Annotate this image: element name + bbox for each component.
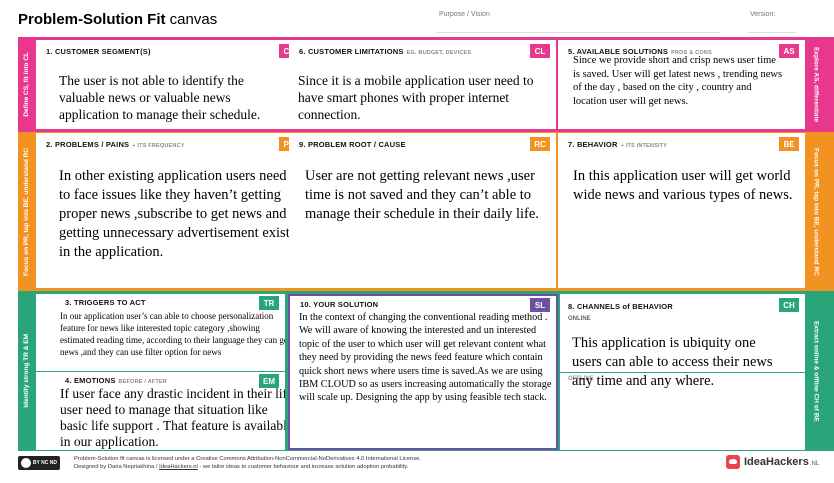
tag-as: AS <box>779 44 799 58</box>
tag-be: BE <box>779 137 799 151</box>
license-line-2: Designed by Daria Nepriakhina / IdeaHack… <box>74 463 409 470</box>
cc-badge-text: BY NC ND <box>32 460 57 466</box>
cell-available-solutions[interactable]: 5. AVAILABLE SOLUTIONS PROS & CONS AS Sin… <box>558 40 805 129</box>
license-line-1: Problem-Solution fit canvas is licensed … <box>74 456 422 462</box>
offline-label: OFFLINE <box>568 376 594 382</box>
version-label: Version: <box>750 11 776 18</box>
cell-behavior[interactable]: 7. BEHAVIOR + ITS INTENSITY BE In this ap… <box>558 133 805 288</box>
ideahackers-logo-icon <box>726 455 740 469</box>
cell-title: 9. PROBLEM ROOT / CAUSE <box>299 140 406 149</box>
canvas-title-bold: Problem-Solution Fit <box>18 11 166 28</box>
your-solution-text: In the context of changing the conventio… <box>299 312 552 404</box>
problem-root-cause-text: User are not getting relevant news ,user… <box>305 168 539 222</box>
side-label-left-top: Define CS, fit into CL <box>22 52 30 117</box>
cell-title: 5. AVAILABLE SOLUTIONS PROS & CONS <box>568 47 712 56</box>
tag-rc: RC <box>530 137 550 151</box>
cell-your-solution[interactable]: 10. YOUR SOLUTION SL In the context of c… <box>288 294 558 450</box>
cell-title: 3. TRIGGERS TO ACT <box>65 298 146 307</box>
cell-emotions[interactable]: 4. EMOTIONS BEFORE / AFTER EM If user fac… <box>36 372 285 450</box>
problems-pains-text: In other existing application users need… <box>59 168 290 260</box>
ideahackers-link[interactable]: IdeaHackers.nl <box>159 463 198 470</box>
behavior-text: In this application user will get world … <box>573 168 793 203</box>
cell-channels[interactable]: 8. CHANNELS of BEHAVIOR CH ONLINE OFFLIN… <box>560 294 805 450</box>
tag-sl: SL <box>530 298 550 312</box>
available-solutions-text: Since we provide short and crisp news us… <box>573 55 783 107</box>
cell-title: 8. CHANNELS of BEHAVIOR <box>568 302 673 311</box>
tag-cl: CL <box>530 44 550 58</box>
tag-em: EM <box>259 374 279 388</box>
brand-logo[interactable]: IdeaHackers .NL <box>726 455 819 469</box>
cell-problems-pains[interactable]: 2. PROBLEMS / PAINS+ ITS FREQUENCY PR In… <box>36 133 305 288</box>
online-label: ONLINE <box>568 316 591 322</box>
canvas-title: Problem-Solution Fit canvas <box>18 11 217 28</box>
channels-divider <box>560 372 805 373</box>
side-label-right-bot: Extract online & offline CH of BE <box>812 320 820 422</box>
cell-triggers[interactable]: 3. TRIGGERS TO ACT TR In our application… <box>36 294 285 371</box>
side-label-left-bot: Identify strong TR & EM <box>22 334 30 408</box>
cell-customer-limitations[interactable]: 6. CUSTOMER LIMITATIONS EG. BUDGET, DEVIC… <box>289 40 556 129</box>
side-label-left-mid: Focus on PR, tap into BE, understand RC <box>22 147 30 276</box>
tag-ch: CH <box>779 298 799 312</box>
footer: BY NC ND Problem-Solution fit canvas is … <box>18 453 828 477</box>
cell-title: 4. EMOTIONS BEFORE / AFTER <box>65 376 167 385</box>
brand-name: IdeaHackers <box>744 456 809 468</box>
purpose-vision-field[interactable]: Purpose / Vision <box>437 11 720 33</box>
emotions-text: If user face any drastic incident in the… <box>60 386 285 449</box>
canvas-title-light: canvas <box>169 11 218 28</box>
customer-segments-text: The user is not able to identify the val… <box>59 73 261 122</box>
purpose-vision-label: Purpose / Vision <box>439 11 490 18</box>
cell-problem-root-cause[interactable]: 9. PROBLEM ROOT / CAUSE RC User are not … <box>289 133 556 288</box>
row-solution-band: Identify strong TR & EM Extract online &… <box>18 291 834 451</box>
license-text: Problem-Solution fit canvas is licensed … <box>74 456 421 471</box>
row-problem-band: Focus on PR, tap into BE, understand RC … <box>18 132 834 291</box>
cell-title: 2. PROBLEMS / PAINS + ITS FREQUENCY <box>46 140 185 149</box>
cell-title: 7. BEHAVIOR + ITS INTENSITY <box>568 140 668 149</box>
cc-license-icon[interactable]: BY NC ND <box>18 456 60 470</box>
side-label-right-top: Explore AS, differentiate <box>812 46 820 123</box>
tag-tr: TR <box>259 296 279 310</box>
cell-title: 1. CUSTOMER SEGMENT(S) <box>46 47 151 56</box>
cell-customer-segments[interactable]: 1. CUSTOMER SEGMENT(S) CS The user is no… <box>36 40 305 129</box>
channels-text: This application is ubiquity one users c… <box>572 335 773 389</box>
brand-suffix: .NL <box>809 461 820 467</box>
triggers-text: In our application user’s can able to ch… <box>60 311 285 357</box>
version-field[interactable]: Version: <box>748 11 796 33</box>
customer-limitations-text: Since it is a mobile application user ne… <box>298 73 534 122</box>
side-label-right-mid: Focus on PR, tap into BE, understand RC <box>812 147 820 276</box>
cell-title: 10. YOUR SOLUTION <box>300 300 379 309</box>
row-customer-band: Define CS, fit into CL Explore AS, diffe… <box>18 37 834 132</box>
cc-circle-icon <box>20 458 31 468</box>
cell-title: 6. CUSTOMER LIMITATIONS EG. BUDGET, DEVIC… <box>299 47 472 56</box>
